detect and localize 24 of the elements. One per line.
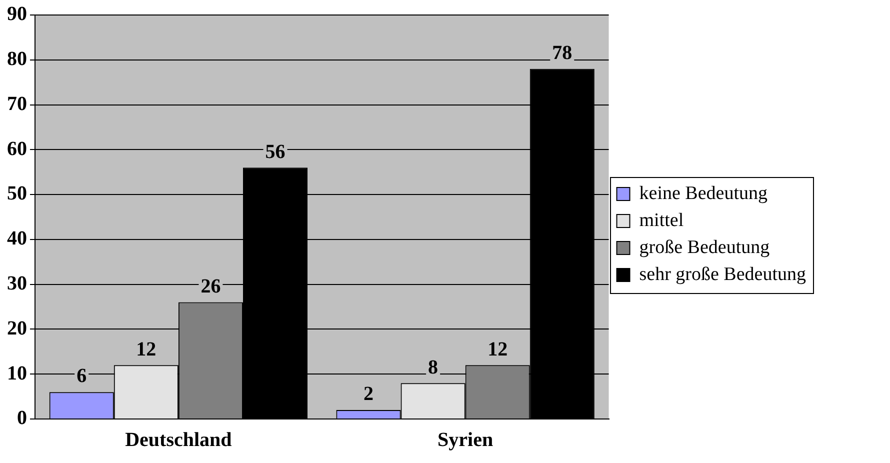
data-label: 26	[200, 275, 221, 298]
y-tick-label: 50	[7, 182, 27, 205]
y-tick-label: 70	[7, 92, 27, 115]
y-tick-label: 60	[7, 138, 27, 160]
y-tick-label: 10	[7, 362, 27, 384]
data-label: 2	[364, 383, 374, 406]
data-label: 12	[488, 338, 508, 360]
y-tick-label: 0	[17, 407, 27, 430]
y-tick-label: 40	[7, 228, 27, 250]
legend-label: große Bedeutung	[639, 236, 770, 258]
data-label: 12	[136, 338, 156, 360]
x-tick-label: Deutschland	[125, 429, 232, 452]
y-tick-label: 90	[7, 3, 27, 26]
data-label: 6	[76, 365, 87, 388]
data-label: 78	[552, 42, 572, 64]
y-tick-label: 30	[7, 272, 27, 295]
legend-label: keine Bedeutung	[639, 182, 768, 204]
legend-label: sehr große Bedeutung	[639, 264, 806, 285]
y-tick-label: 80	[7, 48, 27, 70]
data-label: 56	[265, 140, 286, 163]
x-tick-label: Syrien	[438, 429, 494, 452]
legend-label: mittel	[639, 210, 684, 231]
y-tick-label: 20	[7, 317, 27, 340]
data-label: 8	[428, 356, 438, 378]
